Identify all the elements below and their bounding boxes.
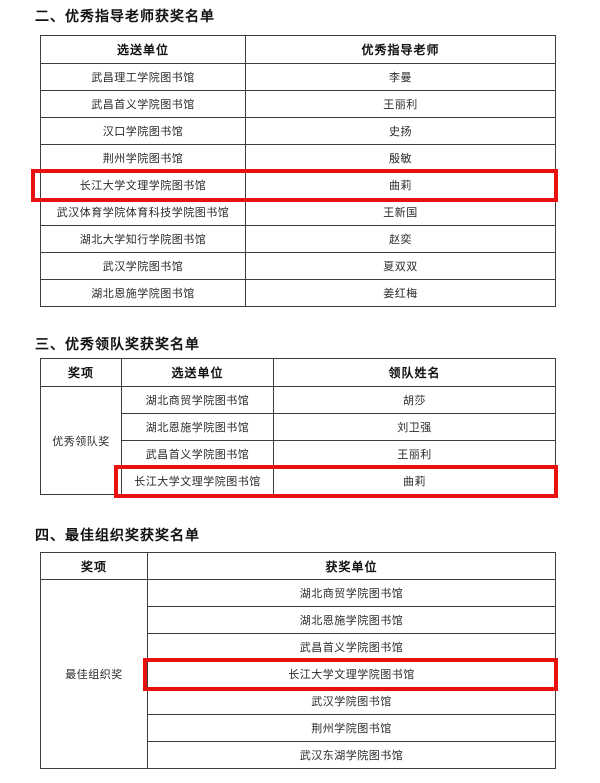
name-cell: 赵奕 — [245, 225, 556, 253]
table-row-highlighted: 长江大学文理学院图书馆 曲莉 — [40, 171, 556, 199]
name-cell: 夏双双 — [245, 252, 556, 280]
unit-cell: 长江大学文理学院图书馆 — [40, 171, 246, 199]
name-cell: 姜红梅 — [245, 279, 556, 307]
unit-cell: 湖北恩施学院图书馆 — [40, 279, 246, 307]
table-header-row: 选送单位 优秀指导老师 — [40, 35, 556, 64]
unit-cell: 湖北商贸学院图书馆 — [121, 386, 274, 414]
name-cell: 王丽利 — [245, 90, 556, 118]
section-heading-organization-awards: 四、最佳组织奖获奖名单 — [35, 527, 200, 543]
name-cell: 王丽利 — [273, 440, 556, 468]
table-row: 湖北大学知行学院图书馆 赵奕 — [40, 225, 556, 253]
unit-cell: 湖北商贸学院图书馆 — [147, 579, 556, 607]
column-header-unit: 选送单位 — [40, 35, 246, 64]
unit-cell: 武汉东湖学院图书馆 — [147, 741, 556, 769]
name-cell: 王新国 — [245, 198, 556, 226]
unit-cell: 湖北恩施学院图书馆 — [147, 606, 556, 634]
table-row: 武汉学院图书馆 — [41, 687, 556, 715]
award-category-cell: 最佳组织奖 — [40, 579, 148, 769]
unit-cell: 武汉学院图书馆 — [147, 687, 556, 715]
table-row: 武昌理工学院图书馆 李曼 — [40, 63, 556, 91]
table-row: 荆州学院图书馆 — [41, 714, 556, 742]
column-header-award: 奖项 — [40, 552, 148, 580]
column-header-leader: 领队姓名 — [273, 358, 556, 387]
name-cell: 胡莎 — [273, 386, 556, 414]
teacher-award-table: 选送单位 优秀指导老师 武昌理工学院图书馆 李曼 武昌首义学院图书馆 王丽利 汉… — [40, 35, 556, 307]
table-header-row: 奖项 选送单位 领队姓名 — [40, 358, 556, 387]
table-row: 武昌首义学院图书馆 王丽利 — [41, 440, 556, 468]
table-row: 武汉体育学院体育科技学院图书馆 王新国 — [40, 198, 556, 226]
unit-cell: 荆州学院图书馆 — [40, 144, 246, 172]
unit-cell: 长江大学文理学院图书馆 — [147, 660, 556, 688]
unit-cell: 武昌首义学院图书馆 — [40, 90, 246, 118]
table-row: 武昌首义学院图书馆 — [41, 633, 556, 661]
name-cell: 殷敏 — [245, 144, 556, 172]
unit-cell: 武昌理工学院图书馆 — [40, 63, 246, 91]
column-header-teacher: 优秀指导老师 — [245, 35, 556, 64]
table-row-highlighted: 长江大学文理学院图书馆 — [41, 660, 556, 688]
name-cell: 史扬 — [245, 117, 556, 145]
name-cell: 曲莉 — [245, 171, 556, 199]
table-row: 湖北恩施学院图书馆 刘卫强 — [41, 413, 556, 441]
table-header-row: 奖项 获奖单位 — [40, 552, 556, 580]
leader-award-table: 奖项 选送单位 领队姓名 优秀领队奖 湖北商贸学院图书馆 胡莎 湖北恩施学院图书… — [40, 358, 556, 495]
unit-cell: 武昌首义学院图书馆 — [147, 633, 556, 661]
section-heading-teacher-awards: 二、优秀指导老师获奖名单 — [35, 8, 215, 24]
section-heading-leader-awards: 三、优秀领队奖获奖名单 — [35, 336, 200, 352]
column-header-winner-unit: 获奖单位 — [147, 552, 556, 580]
table-row: 荆州学院图书馆 殷敏 — [40, 144, 556, 172]
name-cell: 李曼 — [245, 63, 556, 91]
table-row: 武昌首义学院图书馆 王丽利 — [40, 90, 556, 118]
unit-cell: 湖北大学知行学院图书馆 — [40, 225, 246, 253]
table-row: 湖北恩施学院图书馆 姜红梅 — [40, 279, 556, 307]
table-row: 最佳组织奖 湖北商贸学院图书馆 — [40, 579, 556, 769]
unit-cell: 荆州学院图书馆 — [147, 714, 556, 742]
table-row: 汉口学院图书馆 史扬 — [40, 117, 556, 145]
organization-award-table: 奖项 获奖单位 最佳组织奖 湖北商贸学院图书馆 湖北恩施学院图书馆 武昌首义学院… — [40, 552, 556, 769]
unit-cell: 武汉体育学院体育科技学院图书馆 — [40, 198, 246, 226]
table-row: 武汉东湖学院图书馆 — [41, 741, 556, 769]
table-row: 武汉学院图书馆 夏双双 — [40, 252, 556, 280]
column-header-unit: 选送单位 — [121, 358, 274, 387]
table-row: 湖北恩施学院图书馆 — [41, 606, 556, 634]
unit-cell: 武昌首义学院图书馆 — [121, 440, 274, 468]
unit-cell: 湖北恩施学院图书馆 — [121, 413, 274, 441]
name-cell: 曲莉 — [273, 467, 556, 495]
column-header-award: 奖项 — [40, 358, 122, 387]
table-row: 优秀领队奖 湖北商贸学院图书馆 胡莎 — [40, 386, 556, 495]
unit-cell: 武汉学院图书馆 — [40, 252, 246, 280]
unit-cell: 汉口学院图书馆 — [40, 117, 246, 145]
award-category-cell: 优秀领队奖 — [40, 386, 122, 495]
name-cell: 刘卫强 — [273, 413, 556, 441]
unit-cell: 长江大学文理学院图书馆 — [121, 467, 274, 495]
